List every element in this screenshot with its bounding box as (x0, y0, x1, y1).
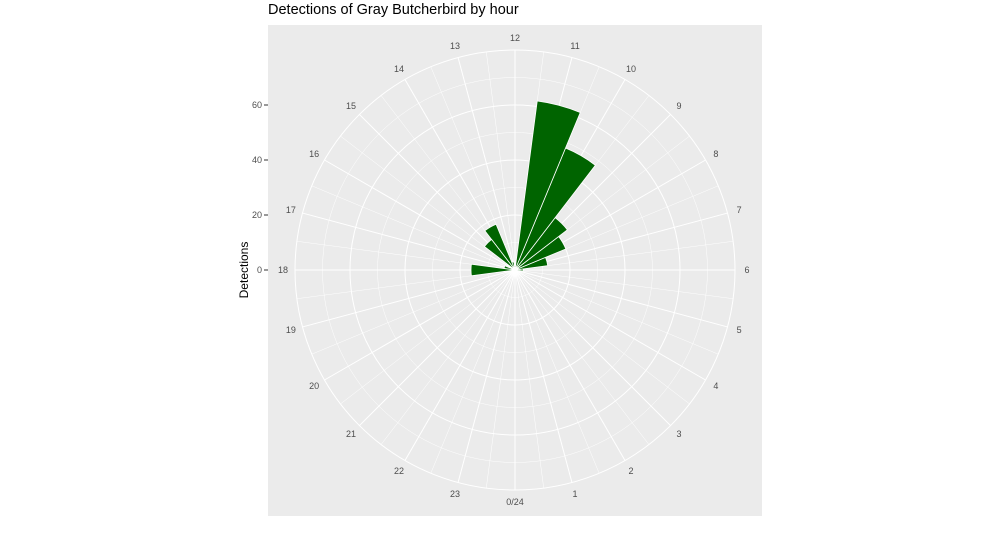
hour-label: 18 (278, 265, 288, 275)
hour-label: 7 (737, 205, 742, 215)
bar-hour-14 (484, 223, 516, 271)
hour-label: 23 (450, 489, 460, 499)
hour-labels: 0/24123456789101112131415161718192021222… (278, 33, 750, 507)
hour-label: 19 (286, 325, 296, 335)
hour-label: 9 (677, 101, 682, 111)
y-axis: 0 20 40 60 (252, 100, 268, 275)
bar-hour-18 (470, 263, 516, 277)
hour-label: 13 (450, 41, 460, 51)
bar-hour-11 (514, 100, 581, 271)
hour-label: 0/24 (506, 497, 524, 507)
hour-label: 4 (713, 381, 718, 391)
hour-label: 22 (394, 466, 404, 476)
y-tick-label: 60 (252, 100, 262, 110)
bar-hour-15 (483, 238, 516, 271)
hour-label: 8 (713, 149, 718, 159)
hour-label: 3 (677, 429, 682, 439)
y-tick-label: 0 (257, 265, 262, 275)
hour-label: 10 (626, 64, 636, 74)
hour-label: 12 (510, 33, 520, 43)
hour-label: 6 (744, 265, 749, 275)
hour-label: 21 (346, 429, 356, 439)
hour-label: 5 (737, 325, 742, 335)
y-tick-label: 40 (252, 155, 262, 165)
hour-label: 16 (309, 149, 319, 159)
hour-label: 15 (346, 101, 356, 111)
hour-label: 11 (570, 41, 579, 51)
hour-label: 2 (628, 466, 633, 476)
hour-label: 14 (394, 64, 404, 74)
chart-title: Detections of Gray Butcherbird by hour (268, 2, 519, 18)
hour-label: 20 (309, 381, 319, 391)
bar-layer (470, 100, 596, 277)
hour-label: 1 (573, 489, 578, 499)
y-axis-title: Detections (237, 242, 251, 299)
hour-label: 17 (286, 205, 296, 215)
y-tick-label: 20 (252, 210, 262, 220)
